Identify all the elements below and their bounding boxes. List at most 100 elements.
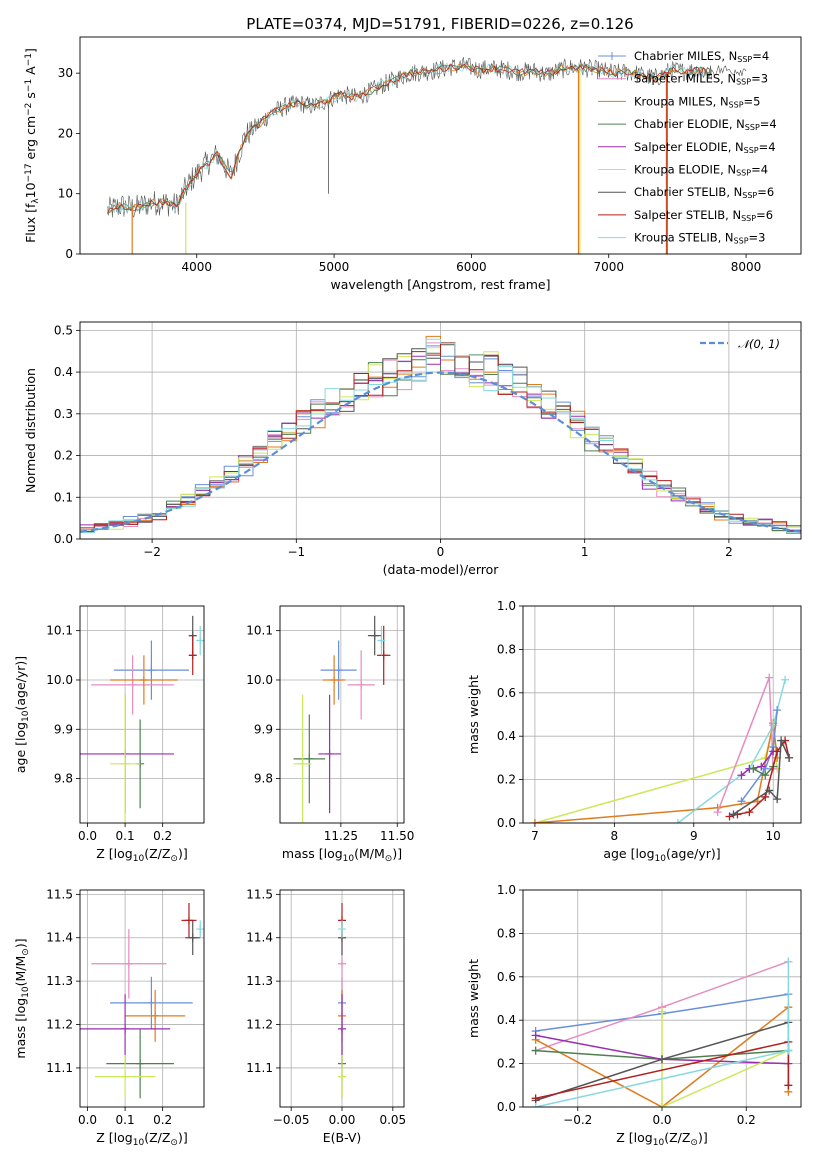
y-tick-label: 11.3 [246,974,273,988]
y-tick-label: 20 [58,126,73,140]
x-tick-label: 0.0 [652,1113,671,1127]
y-tick-label: 11.1 [246,1061,273,1075]
y-tick-label: 0.2 [497,1057,516,1071]
weight-point [773,795,782,804]
y-axis-label: age [log10(age/yr)] [13,656,31,773]
legend-entry: Chabrier STELIB, NSSP=6 [634,185,774,200]
weight-point [530,819,539,823]
weight-point [784,1046,793,1055]
weight-line [740,710,778,802]
x-tick-label: 11.25 [324,829,358,843]
x-axis-label: Z [log10(Z/Z⊙)] [96,1130,187,1148]
plot-area [107,57,747,254]
scatter-point [357,680,366,689]
legend-entry: Chabrier MILES, NSSP=4 [634,49,769,64]
y-tick-label: 11.4 [46,931,73,945]
weight-line [716,677,774,813]
scatter-point [188,933,197,942]
y-tick-label: 0.6 [497,970,516,984]
scatter-point [334,666,343,675]
x-tick-label: 8 [611,829,619,843]
scatter-point [136,1059,145,1068]
x-tick-label: 0.00 [329,1113,356,1127]
y-tick-label: 9.9 [54,722,73,736]
x-tick-label: 0.2 [153,829,172,843]
y-axis-label: mass weight [466,959,481,1038]
y-tick-label: 0.5 [54,323,73,337]
y-tick-label: 0.1 [54,490,73,504]
y-axis-label: mass weight [466,675,481,754]
y-tick-label: 9.9 [254,722,273,736]
x-tick-label: 9 [690,829,698,843]
x-tick-label: 0.0 [78,829,97,843]
y-tick-label: 0.6 [497,686,516,700]
scatter-point [188,651,197,660]
weight-point [773,706,782,715]
scatter-point [338,1072,346,1081]
y-tick-label: 11.1 [46,1061,73,1075]
weight-point [531,1103,540,1107]
y-tick-label: 0.0 [497,816,516,830]
plot-area [293,615,391,823]
scatter-point [151,1011,160,1020]
axes-mass-vs-ebv: −0.05 0.00 0.05 11.1 11.2 11.3 11.4 11.5 E(B-V) [246,887,406,1145]
y-tick-label: 0.0 [54,532,73,546]
y-tick-label: 0.4 [54,365,73,379]
weight-point [673,819,682,823]
y-tick-label: 0.8 [497,642,516,656]
x-tick-label: 8000 [731,260,762,274]
weight-point [749,764,758,773]
x-tick-label: 0.1 [116,829,135,843]
y-tick-label: 10.1 [246,624,273,638]
axes-frame [522,605,802,824]
y-axis-label: Normed distribution [23,368,38,493]
axes-age-vs-mass: 11.25 11.50 9.8 9.9 10.0 10.1 mass [log10(M/M⊙… [246,605,414,864]
y-tick-label: 11.2 [46,1018,73,1032]
plot-area [80,903,204,1099]
legend-entry: Salpeter MILES, NSSP=3 [634,72,768,87]
weight-point [737,771,746,780]
weight-point [531,1031,540,1040]
x-tick-label: −0.2 [563,1113,592,1127]
weight-point [713,808,722,817]
scatter-point [305,754,314,763]
weight-point [761,792,770,801]
weight-point [784,957,793,966]
axes-frame [279,605,405,824]
x-tick-label: −2 [143,545,161,559]
y-axis-label: mass [log10(M/M⊙)] [13,938,31,1058]
weight-line [740,750,774,776]
weight-point [777,736,786,745]
y-tick-label: 0 [65,247,73,261]
y-tick-label: 9.8 [54,772,73,786]
axes-residuals: −2 −1 0 1 2 0.0 0.1 0.2 0.3 0.4 0.5 (data-model)/er… [23,321,802,577]
axes-frame [79,321,802,540]
y-tick-label: 0.0 [497,1100,516,1114]
scatter-point [121,1024,130,1033]
plot-area [80,335,801,534]
weight-point [781,675,790,684]
legend-entry: Chabrier ELODIE, NSSP=4 [634,117,777,132]
y-tick-label: 10.1 [46,624,73,638]
weight-point [784,1081,793,1090]
axes-frame [279,889,405,1108]
spectrum-line-model [107,60,711,214]
y-tick-label: 11.2 [246,1018,273,1032]
scatter-point [196,925,204,934]
y-tick-label: 0.2 [497,773,516,787]
axes-spectrum: 4000 5000 6000 7000 8000 0 10 20 30 wavelength [A… [23,36,802,292]
weight-point [531,1046,540,1055]
scatter-point [330,675,339,684]
x-tick-label: 0.1 [116,1113,135,1127]
x-tick-label: 0.2 [737,1113,756,1127]
weight-line [661,1011,789,1107]
x-tick-label: −1 [287,545,305,559]
spectrum-line-model [107,63,712,214]
figure-title: PLATE=0374, MJD=51791, FIBERID=0226, z=0… [246,15,633,33]
weight-point [737,797,746,806]
plot-area [80,615,204,823]
legend-marker [608,52,616,60]
scatter-point [338,925,346,934]
x-tick-label: 2 [725,545,733,559]
